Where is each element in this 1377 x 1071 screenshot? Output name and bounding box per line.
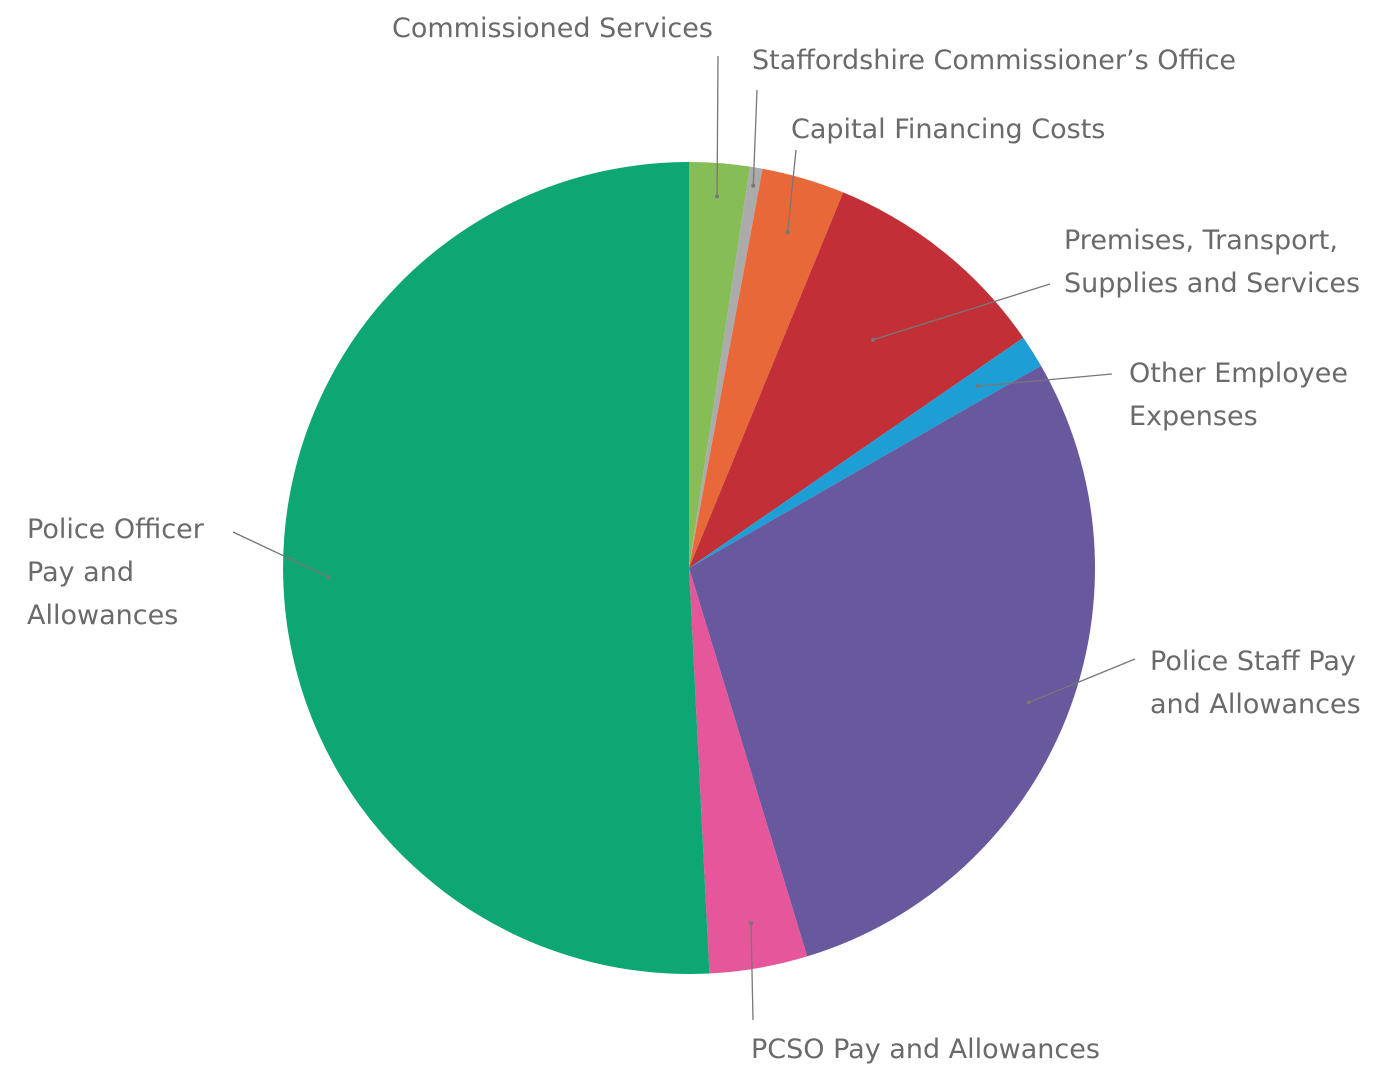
label-commissioned-services: Commissioned Services	[392, 7, 713, 50]
pie-slice-capital-financing-costs	[689, 168, 844, 568]
leader-line	[977, 373, 1113, 387]
label-line: Capital Financing Costs	[791, 114, 1106, 145]
label-line: Staffordshire Commissioner’s Office	[752, 45, 1237, 76]
pie-slice-other-employee-expenses	[689, 337, 1042, 568]
leader-lines	[232, 55, 1136, 1021]
label-other-employee-expenses: Other Employee Expenses	[1129, 352, 1348, 438]
pie-slice-premises-transport-supplies-and-services	[689, 192, 1024, 569]
label-line: Police Officer	[27, 514, 204, 545]
label-line: Police Staff Pay	[1150, 646, 1356, 677]
leader-dot	[715, 194, 720, 199]
leader-dot	[975, 384, 980, 389]
leader-dot	[748, 921, 753, 926]
leader-dot	[871, 337, 875, 342]
pie-slice-staffordshire-commissioner-s-office	[689, 166, 763, 569]
label-premises-transport-supplies: Premises, Transport, Supplies and Servic…	[1064, 219, 1360, 305]
pie-slice-pcso-pay-and-allowances	[689, 568, 808, 974]
pie-slice-police-staff-pay-and-allowances	[689, 365, 1096, 957]
label-line: and Allowances	[1150, 689, 1361, 720]
label-staffordshire-commissioners-office: Staffordshire Commissioner’s Office	[752, 39, 1236, 82]
label-line: PCSO Pay and Allowances	[751, 1034, 1100, 1065]
label-police-officer-pay: Police Officer Pay and Allowances	[27, 508, 204, 637]
pie-slice-commissioned-services	[689, 162, 750, 568]
leader-dot	[326, 575, 331, 580]
label-capital-financing-costs: Capital Financing Costs	[791, 108, 1105, 151]
label-pcso-pay: PCSO Pay and Allowances	[751, 1028, 1100, 1071]
label-line: Allowances	[27, 600, 179, 631]
label-line: Pay and	[27, 557, 134, 588]
label-line: Commissioned Services	[392, 13, 713, 44]
label-line: Premises, Transport,	[1064, 225, 1338, 256]
leader-line	[787, 149, 797, 233]
pie-slice-police-officer-pay-and-allowances	[283, 162, 710, 974]
label-police-staff-pay: Police Staff Pay and Allowances	[1150, 640, 1361, 726]
leader-line	[232, 531, 329, 578]
leader-line	[872, 283, 1051, 341]
leader-dot	[1026, 700, 1031, 705]
pie-slices	[283, 162, 1096, 974]
label-line: Expenses	[1129, 401, 1258, 432]
leader-dot	[751, 183, 756, 188]
leader-line	[750, 923, 754, 1021]
leader-line	[752, 89, 758, 186]
leader-dot	[785, 230, 790, 235]
label-line: Other Employee	[1129, 358, 1348, 389]
label-line: Supplies and Services	[1064, 268, 1361, 299]
leader-line	[716, 55, 719, 197]
leader-line	[1028, 658, 1136, 704]
